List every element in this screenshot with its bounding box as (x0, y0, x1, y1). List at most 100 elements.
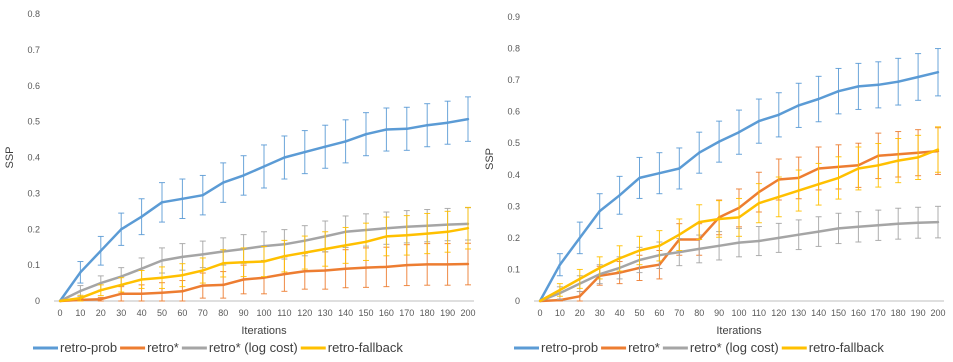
y-tick-label: 0.6 (27, 81, 40, 91)
x-tick-label: 60 (177, 308, 187, 318)
data-point (698, 220, 701, 224)
x-tick-label: 30 (595, 308, 605, 318)
y-tick-label: 0.6 (507, 107, 520, 117)
y-tick-label: 0.5 (507, 138, 520, 148)
y-tick-label: 0.1 (27, 260, 40, 270)
x-tick-label: 150 (358, 308, 373, 318)
data-point (222, 262, 225, 265)
data-point (857, 85, 860, 88)
data-point (181, 197, 184, 200)
x-tick-label: 110 (752, 308, 766, 318)
data-point (877, 224, 880, 227)
x-tick-label: 130 (791, 308, 806, 318)
data-point (558, 263, 562, 266)
data-point (201, 284, 204, 287)
x-tick-label: 40 (137, 308, 147, 318)
x-tick-label: 0 (537, 308, 542, 318)
data-point (405, 234, 408, 237)
data-point (79, 271, 82, 274)
data-point (160, 259, 164, 262)
data-point (324, 145, 327, 148)
x-tick-label: 100 (256, 308, 271, 318)
data-point (698, 247, 701, 251)
data-point (466, 262, 470, 266)
data-point (99, 249, 103, 252)
legend-label: retro* (log cost) (690, 340, 779, 355)
data-point (344, 267, 347, 270)
x-tick-label: 70 (198, 308, 208, 318)
x-tick-label: 20 (575, 308, 585, 318)
data-point (877, 164, 880, 167)
legend-label: retro-prob (541, 340, 598, 355)
data-point (405, 127, 408, 130)
data-point (181, 290, 184, 293)
y-tick-label: 0.9 (507, 12, 520, 22)
data-point (181, 273, 184, 277)
series-retro_fallback (538, 126, 941, 303)
data-point (140, 215, 143, 218)
data-point (242, 174, 245, 177)
data-point (598, 266, 601, 270)
x-tick-label: 0 (57, 308, 62, 318)
data-point (916, 221, 920, 224)
data-point (837, 89, 840, 93)
data-point (160, 276, 164, 279)
x-tick-label: 160 (851, 308, 866, 318)
x-tick-label: 20 (96, 308, 106, 318)
data-point (140, 278, 143, 281)
data-point (324, 247, 327, 251)
series-retro_log (538, 205, 941, 303)
y-tick-label: 0.2 (27, 224, 40, 234)
data-point (797, 233, 800, 236)
x-tick-label: 130 (318, 308, 333, 318)
data-point (678, 233, 681, 236)
x-tick-label: 140 (338, 308, 353, 318)
data-point (466, 117, 470, 121)
data-point (385, 235, 388, 238)
data-point (426, 263, 429, 266)
x-tick-label: 10 (555, 308, 565, 318)
data-point (857, 225, 860, 229)
data-point (837, 227, 840, 230)
data-point (446, 121, 449, 124)
y-tick-label: 0 (515, 296, 520, 306)
data-point (385, 265, 388, 269)
x-tick-label: 180 (891, 308, 906, 318)
data-point (757, 239, 761, 243)
data-point (936, 220, 940, 224)
legend-label: retro* (628, 340, 660, 355)
data-point (446, 230, 449, 233)
data-point (303, 150, 306, 154)
data-point (120, 228, 123, 231)
data-point (538, 299, 542, 303)
data-point (797, 104, 800, 107)
data-point (658, 172, 661, 175)
legend-label: retro-fallback (809, 340, 885, 355)
data-point (426, 124, 429, 127)
data-point (303, 251, 306, 254)
y-tick-label: 0.2 (507, 233, 520, 243)
x-tick-label: 80 (694, 308, 704, 318)
x-tick-label: 150 (831, 308, 846, 318)
data-point (936, 148, 940, 151)
x-tick-label: 200 (930, 308, 945, 318)
x-tick-label: 40 (615, 308, 625, 318)
data-point (364, 240, 368, 244)
data-point (757, 119, 761, 123)
series-retro_prob (58, 96, 471, 303)
series-retro_fallback (58, 206, 471, 303)
data-point (140, 267, 143, 270)
data-point (936, 71, 940, 74)
data-point (262, 260, 266, 263)
data-point (578, 295, 581, 298)
y-tick-label: 0.4 (507, 170, 520, 180)
data-point (817, 97, 820, 101)
data-point (79, 296, 82, 300)
data-point (717, 140, 721, 143)
chart-2: 0 0.1 0.2 0.3 0.4 0.5 0.6 0.7 0.8 0.9 0 10 20 30 40 50 6… (484, 12, 946, 355)
x-tick-label: 90 (714, 308, 724, 318)
data-point (201, 253, 204, 256)
x-axis-title: Iterations (716, 325, 762, 337)
data-point (466, 226, 470, 230)
data-point (222, 181, 225, 184)
